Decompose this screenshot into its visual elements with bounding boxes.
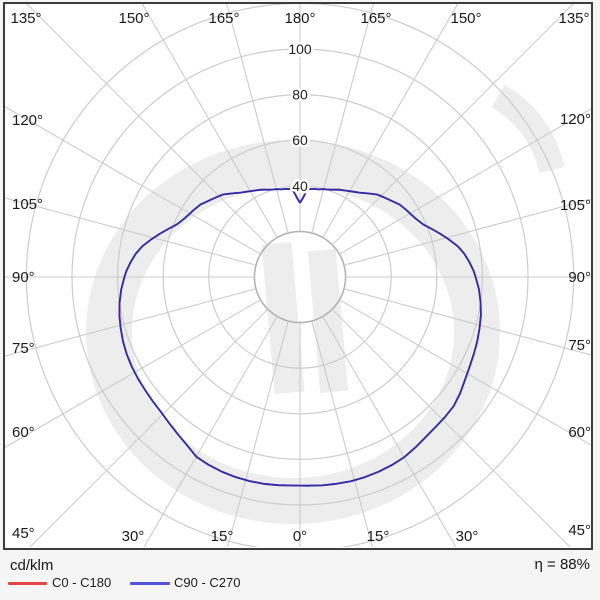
svg-text:165°: 165° xyxy=(360,10,391,27)
svg-text:45°: 45° xyxy=(568,522,591,539)
efficiency-label: η = 88% xyxy=(534,556,590,573)
svg-text:15°: 15° xyxy=(211,528,234,545)
svg-text:45°: 45° xyxy=(12,525,35,542)
chart-background xyxy=(4,3,592,549)
units-label: cd/klm xyxy=(10,557,54,574)
intensity-curves xyxy=(118,188,482,487)
chart-frame xyxy=(3,2,593,550)
legend-label-c0-c180: C0 - C180 xyxy=(52,575,112,590)
svg-text:120°: 120° xyxy=(12,112,43,129)
svg-text:90°: 90° xyxy=(568,269,591,286)
radial-value-labels: 40 60 80 100 xyxy=(286,39,315,197)
svg-text:90°: 90° xyxy=(12,269,35,286)
svg-text:105°: 105° xyxy=(12,196,43,213)
svg-text:80: 80 xyxy=(292,87,308,103)
svg-text:165°: 165° xyxy=(208,10,239,27)
svg-text:135°: 135° xyxy=(558,10,589,27)
legend-line-c90-c270 xyxy=(130,582,170,585)
svg-text:135°: 135° xyxy=(10,10,41,27)
svg-text:150°: 150° xyxy=(118,10,149,27)
svg-text:60: 60 xyxy=(292,132,308,148)
svg-text:105°: 105° xyxy=(560,197,591,214)
svg-text:150°: 150° xyxy=(450,10,481,27)
svg-text:60°: 60° xyxy=(12,424,35,441)
legend-line-c0-c180 xyxy=(8,582,47,585)
svg-text:75°: 75° xyxy=(12,340,35,357)
svg-text:120°: 120° xyxy=(560,111,591,128)
svg-text:100: 100 xyxy=(288,41,312,57)
angle-labels: 135° 150° 165° 180° 165° 150° 135° 120° 105° 90° 7… xyxy=(10,10,591,545)
svg-text:40: 40 xyxy=(292,178,308,194)
svg-text:60°: 60° xyxy=(568,424,591,441)
watermark-logo xyxy=(86,84,565,524)
svg-text:0°: 0° xyxy=(293,528,307,545)
svg-text:15°: 15° xyxy=(367,528,390,545)
svg-text:30°: 30° xyxy=(122,528,145,545)
legend-label-c90-c270: C90 - C270 xyxy=(174,575,241,590)
svg-text:30°: 30° xyxy=(456,528,479,545)
svg-text:75°: 75° xyxy=(568,337,591,354)
svg-text:180°: 180° xyxy=(284,10,315,27)
